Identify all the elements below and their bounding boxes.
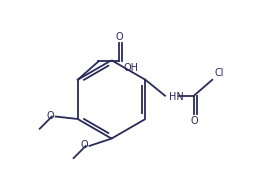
Text: O: O [81,140,88,150]
Text: O: O [190,116,198,126]
Text: O: O [47,111,54,121]
Text: O: O [115,32,123,42]
Text: HN: HN [169,92,183,102]
Text: OH: OH [124,63,139,73]
Text: Cl: Cl [214,68,224,78]
